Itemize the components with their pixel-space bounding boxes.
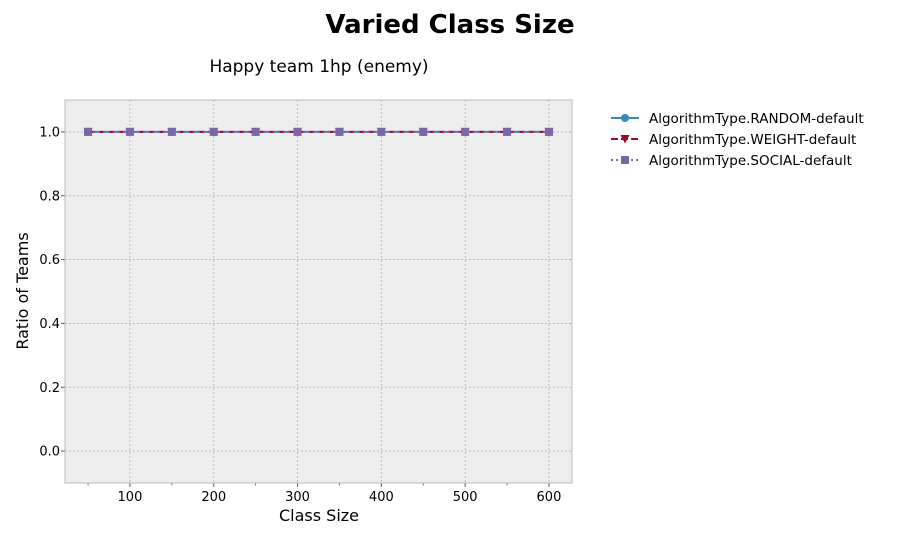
data-point [461,127,470,136]
legend-label: AlgorithmType.WEIGHT-default [649,132,856,148]
y-tick-label: 0.4 [39,317,60,332]
x-tick-label: 400 [369,490,394,505]
data-point [293,127,302,136]
legend-marker [621,156,629,164]
data-point [335,127,344,136]
data-point [167,127,176,136]
x-tick-label: 200 [201,490,226,505]
x-tick-label: 100 [118,490,143,505]
axis-ticks: 100 200 300 400 500 600 0.0 0.2 0.4 0.6 0.8 1.0 [39,125,561,505]
x-tick-label: 500 [453,490,478,505]
legend-marker [620,135,630,144]
series-layer [83,127,554,137]
data-point [84,127,93,136]
data-point [251,127,260,136]
series-3 [84,127,553,136]
x-tick-label: 600 [537,490,562,505]
plot-area [65,100,572,483]
plot-frame [64,99,573,484]
figure-title: Varied Class Size [325,10,574,40]
legend-label: AlgorithmType.RANDOM-default [649,111,864,127]
y-axis-label: Ratio of Teams [13,232,32,349]
y-tick-label: 0.0 [39,445,60,460]
legend-label: AlgorithmType.SOCIAL-default [649,153,852,169]
y-tick-label: 0.2 [39,381,60,396]
legend: AlgorithmType.RANDOM-default AlgorithmTyp… [611,111,864,169]
y-tick-label: 1.0 [39,125,60,140]
data-point [503,127,512,136]
x-tick-label: 300 [285,490,310,505]
x-axis-label: Class Size [279,506,359,525]
data-point [377,127,386,136]
data-point [544,127,553,136]
legend-item: AlgorithmType.WEIGHT-default [611,132,856,148]
chart-title: Happy team 1hp (enemy) [209,57,428,77]
legend-item: AlgorithmType.SOCIAL-default [611,153,852,169]
y-tick-label: 0.6 [39,253,60,268]
data-point [209,127,218,136]
data-point [419,127,428,136]
data-point [125,127,134,136]
legend-marker [621,114,629,122]
legend-item: AlgorithmType.RANDOM-default [611,111,864,127]
y-tick-label: 0.8 [39,189,60,204]
